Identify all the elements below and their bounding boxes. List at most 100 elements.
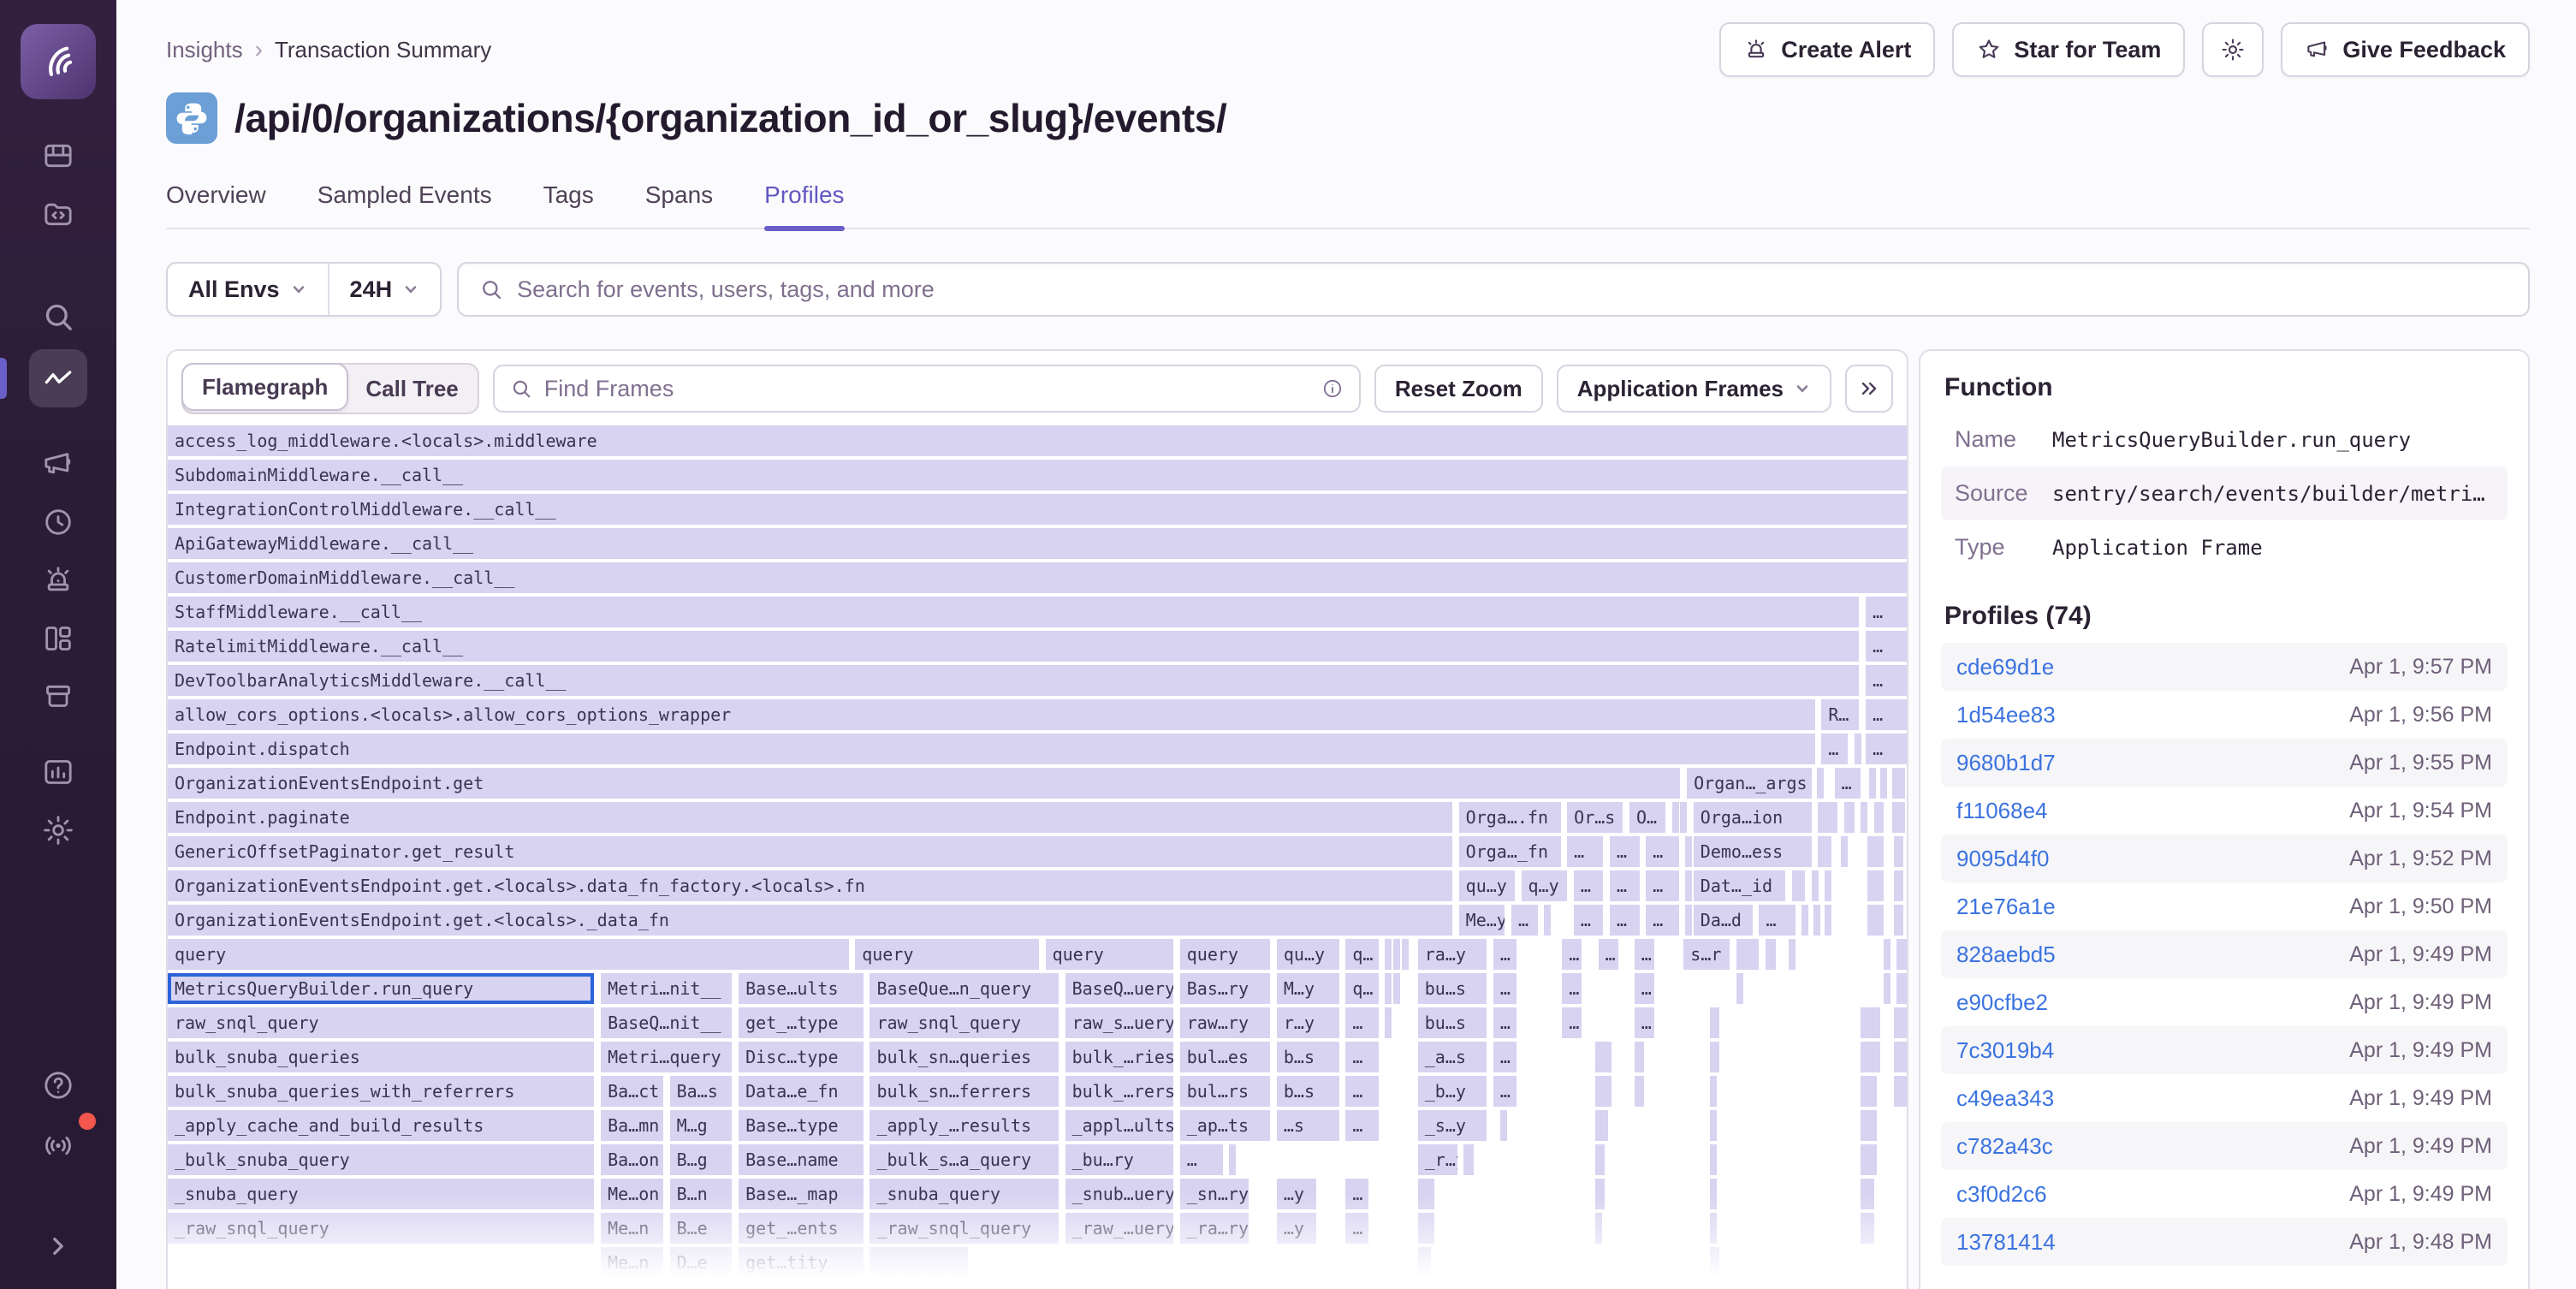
flamegraph-frame[interactable]: _s…y [1417, 1110, 1487, 1141]
flamegraph-frame[interactable]: b…s [1276, 1076, 1339, 1107]
flamegraph-frame[interactable] [1861, 1042, 1881, 1072]
flamegraph-frame[interactable] [1709, 1144, 1717, 1175]
flamegraph-frame[interactable]: OrganizationEventsEndpoint.get.<locals>.… [168, 905, 1452, 936]
flamegraph-frame[interactable]: Ba…ct [601, 1076, 663, 1107]
flamegraph-frame[interactable]: get_…type [739, 1007, 864, 1038]
flamegraph-frame[interactable]: Da…d [1693, 905, 1753, 936]
flamegraph-frame[interactable]: bulk_snuba_queries_with_referrers [168, 1076, 595, 1107]
flamegraph-frame[interactable]: Base…ults [739, 973, 864, 1004]
flamegraph-frame[interactable]: … [1646, 870, 1679, 901]
flamegraph-frame[interactable] [1868, 768, 1876, 799]
flamegraph-frame[interactable] [1417, 1213, 1434, 1244]
flamegraph-frame[interactable]: bul…es [1179, 1042, 1271, 1072]
flamegraph-frame[interactable] [1401, 939, 1409, 970]
flamegraph-frame[interactable]: B…g [669, 1144, 733, 1175]
flamegraph-frame[interactable]: bulk_…rers [1065, 1076, 1174, 1107]
flamegraph-frame[interactable]: _snub…uery [1065, 1179, 1174, 1209]
flamegraph-frame[interactable] [1229, 1144, 1237, 1175]
flamegraph-frame[interactable]: raw…ry [1179, 1007, 1271, 1038]
breadcrumb-transaction-summary[interactable]: Transaction Summary [274, 36, 492, 62]
flamegraph-frame[interactable]: Base…_map [739, 1179, 864, 1209]
profile-row[interactable]: c49ea343 Apr 1, 9:49 PM [1941, 1074, 2508, 1122]
flamegraph-frame[interactable] [1861, 1213, 1874, 1244]
flamegraph-frame[interactable] [1896, 973, 1907, 1004]
flamegraph-frame[interactable]: … [1634, 973, 1654, 1004]
profile-id-link[interactable]: e90cfbe2 [1956, 989, 2048, 1015]
profile-id-link[interactable]: 9095d4f0 [1956, 845, 2050, 871]
flamegraph-frame[interactable]: Base…type [739, 1110, 864, 1141]
flamegraph-frame[interactable] [1685, 870, 1693, 901]
profile-id-link[interactable]: 21e76a1e [1956, 893, 2056, 919]
flamegraph-frame[interactable]: _snuba_query [168, 1179, 595, 1209]
flamegraph-frame[interactable] [1891, 802, 1906, 833]
flamegraph-frame[interactable]: qu…y [1458, 870, 1515, 901]
flamegraph-frame[interactable]: … [1866, 597, 1907, 627]
flamegraph-frame[interactable] [1788, 939, 1795, 970]
sidebar-item-stats[interactable] [29, 746, 87, 798]
tab-profiles[interactable]: Profiles [764, 181, 845, 231]
flamegraph-frame[interactable]: OrganizationEventsEndpoint.get.<locals>.… [168, 870, 1452, 901]
profile-row[interactable]: cde69d1e Apr 1, 9:57 PM [1941, 643, 2508, 691]
flamegraph-frame[interactable] [1417, 1179, 1434, 1209]
flamegraph-frame[interactable] [1671, 802, 1679, 833]
flamegraph-frame[interactable] [1861, 1007, 1881, 1038]
flamegraph-frame[interactable] [1861, 802, 1868, 833]
profile-id-link[interactable]: 13781414 [1956, 1228, 2056, 1255]
flamegraph-frame[interactable] [1499, 1110, 1507, 1141]
flamegraph-frame[interactable]: Metri…query [601, 1042, 733, 1072]
flamegraph-frame[interactable]: D…e [669, 1247, 733, 1278]
flamegraph-frame[interactable]: Orga…_fn [1458, 836, 1561, 867]
flamegraph-frame[interactable] [1818, 802, 1838, 833]
flamegraph-frame[interactable]: bulk_sn…queries [870, 1042, 1059, 1072]
flamegraph-frame[interactable] [1685, 905, 1693, 936]
flamegraph-frame[interactable]: Ba…on [601, 1144, 663, 1175]
flamegraph-frame[interactable] [1392, 973, 1400, 1004]
flamegraph-frame[interactable]: CustomerDomainMiddleware.__call__ [168, 562, 1907, 593]
flamegraph-frame[interactable] [1880, 768, 1888, 799]
flamegraph-frame[interactable] [1841, 836, 1849, 867]
flamegraph-frame[interactable]: … [1610, 905, 1640, 936]
flamegraph-frame[interactable] [1709, 1076, 1717, 1107]
sidebar-item-settings[interactable] [29, 805, 87, 856]
flamegraph-frame[interactable]: BaseQ…uery [1065, 973, 1174, 1004]
profile-row[interactable]: 7c3019b4 Apr 1, 9:49 PM [1941, 1026, 2508, 1074]
flamegraph-frame[interactable]: M…y [1276, 973, 1339, 1004]
flamegraph-frame[interactable] [1844, 802, 1855, 833]
flamegraph-frame[interactable]: bu…s [1417, 973, 1487, 1004]
flamegraph-frame[interactable] [1463, 1144, 1474, 1175]
flamegraph-frame[interactable]: bulk_…ries [1065, 1042, 1174, 1072]
tab-tags[interactable]: Tags [543, 181, 594, 208]
profile-id-link[interactable]: c3f0d2c6 [1956, 1180, 2047, 1207]
flamegraph-frame[interactable] [1709, 1007, 1720, 1038]
star-for-team-button[interactable]: Star for Team [1952, 22, 2186, 77]
flamegraph-frame[interactable]: … [1821, 734, 1848, 764]
flamegraph-frame[interactable] [1893, 870, 1904, 901]
flamegraph-frame[interactable]: … [1634, 1007, 1654, 1038]
flamegraph-frame[interactable] [1854, 734, 1861, 764]
flamegraph-frame[interactable]: s…r [1683, 939, 1730, 970]
flamegraph-frame[interactable] [1680, 802, 1688, 833]
flamegraph-frame[interactable]: … [1610, 870, 1640, 901]
profile-row[interactable]: 9095d4f0 Apr 1, 9:52 PM [1941, 835, 2508, 882]
flamegraph-frame[interactable]: qu…y [1276, 939, 1339, 970]
flamegraph-frame[interactable]: get_…ents [739, 1213, 864, 1244]
flamegraph-frame[interactable] [1736, 939, 1760, 970]
flamegraph-frame[interactable] [1385, 1007, 1392, 1038]
flamegraph-frame[interactable]: StaffMiddleware.__call__ [168, 597, 1860, 627]
flamegraph-frame[interactable]: bulk_sn…ferrers [870, 1076, 1059, 1107]
profile-row[interactable]: 1d54ee83 Apr 1, 9:56 PM [1941, 691, 2508, 739]
flamegraph-frame[interactable] [1385, 939, 1392, 970]
flamegraph-frame[interactable]: … [1634, 939, 1654, 970]
flamegraph-frame[interactable]: …s [1276, 1110, 1339, 1141]
profile-row[interactable]: 13781414 Apr 1, 9:48 PM [1941, 1218, 2508, 1266]
flamegraph-frame[interactable]: _apply_cache_and_build_results [168, 1110, 595, 1141]
flamegraph-frame[interactable]: Me…on [601, 1179, 663, 1209]
flamegraph-frame[interactable]: raw_snql_query [168, 1007, 595, 1038]
flamegraph-frame[interactable]: _raw_snql_query [870, 1213, 1059, 1244]
flamegraph-frame[interactable]: _bulk_s…a_query [870, 1144, 1059, 1175]
flamegraph-frame[interactable] [1861, 1179, 1874, 1209]
flamegraph-frame[interactable]: _ap…ts [1179, 1110, 1271, 1141]
flamegraph-frame[interactable]: b…s [1276, 1042, 1339, 1072]
tab-overview[interactable]: Overview [166, 181, 266, 208]
flamegraph-frame[interactable]: _snuba_query [870, 1179, 1059, 1209]
